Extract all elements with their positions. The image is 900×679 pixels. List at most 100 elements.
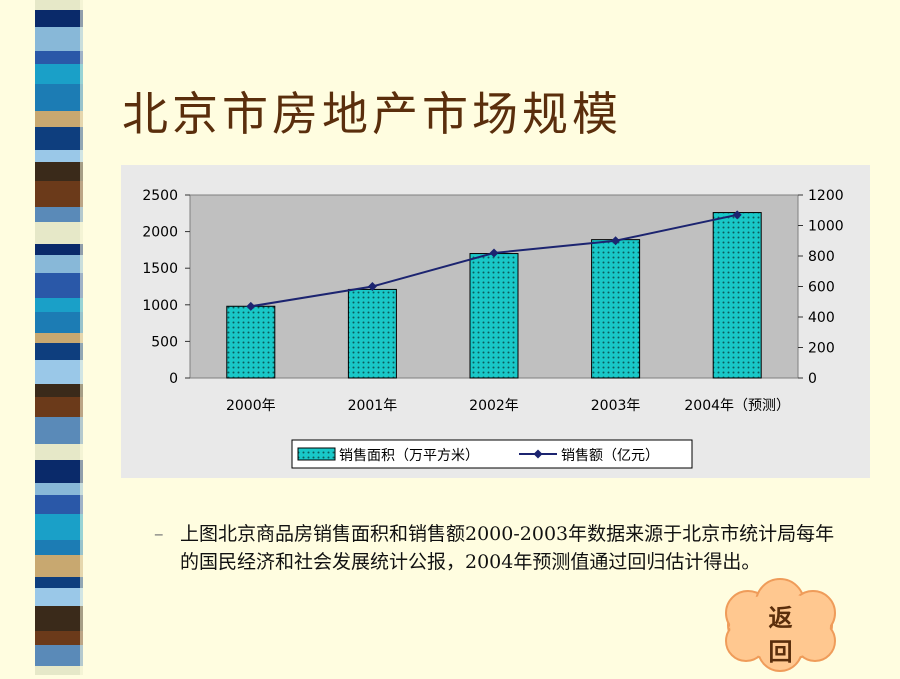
- bar: [712, 212, 762, 379]
- stripe: [35, 127, 83, 150]
- stripe-fade: [80, 333, 100, 343]
- stripe: [35, 384, 83, 397]
- cloud-icon: [725, 578, 836, 672]
- stripe-fade: [80, 397, 100, 417]
- stripe: [35, 444, 83, 460]
- y-left-tick-label: 0: [169, 371, 178, 387]
- stripe: [35, 483, 83, 495]
- stripe-fade: [80, 181, 100, 207]
- x-tick-label: 2003年: [591, 398, 641, 414]
- combo-chart: 0 500 1000 1500 2000 2500 0 200 400 600 800 1000 120…: [142, 188, 844, 469]
- bar: [226, 305, 276, 379]
- stripe-fade: [80, 64, 100, 84]
- stripe-fade: [80, 666, 100, 675]
- stripe-fade: [80, 298, 100, 312]
- stripe-fade: [80, 127, 100, 150]
- stripe-fade: [80, 495, 100, 514]
- stripe-fade: [80, 111, 100, 127]
- stripe: [35, 162, 83, 181]
- line-point: [732, 210, 742, 220]
- x-tick-label: 2000年: [226, 398, 276, 414]
- stripe: [35, 645, 83, 666]
- stripe-fade: [80, 0, 100, 10]
- y-left-tick-label: 1500: [142, 261, 178, 277]
- y-right-tick-label: 1000: [808, 219, 844, 235]
- stripe: [35, 27, 83, 51]
- bar: [469, 253, 519, 379]
- stripe: [35, 255, 83, 273]
- legend-swatch-bar: [297, 447, 336, 461]
- y-left-tick-label: 2000: [142, 225, 178, 241]
- line-point: [489, 248, 499, 258]
- y-right-tick-label: 0: [808, 371, 817, 387]
- stripe-fade: [80, 162, 100, 181]
- stripe-fade: [80, 444, 100, 460]
- stripe: [35, 555, 83, 577]
- y-right-tick-label: 200: [808, 341, 835, 357]
- stripe-fade: [80, 255, 100, 273]
- stripe-fade: [80, 150, 100, 162]
- stripe-fade: [80, 606, 100, 631]
- stripe: [35, 606, 83, 631]
- stripe: [35, 51, 83, 64]
- stripe: [35, 417, 83, 444]
- stripe: [35, 588, 83, 606]
- caption-text: 上图北京商品房销售面积和销售额2000-2003年数据来源于北京市统计局每年的国…: [180, 523, 835, 573]
- stripe: [35, 397, 83, 417]
- legend: 销售面积（万平方米） 销售额（亿元）: [291, 439, 693, 469]
- line-point: [246, 301, 256, 311]
- stripe: [35, 666, 83, 675]
- stripe-fade: [80, 483, 100, 495]
- legend-label-bar: 销售面积（万平方米）: [339, 448, 479, 464]
- stripe-fade: [80, 577, 100, 588]
- y-left-tick-label: 500: [151, 334, 178, 350]
- stripe-fade: [80, 417, 100, 444]
- y-right-tick-label: 400: [808, 310, 835, 326]
- stripe: [35, 514, 83, 540]
- stripe: [35, 0, 83, 10]
- back-button-label: 返回: [768, 603, 793, 666]
- stripe: [35, 312, 83, 333]
- y-right-tick-label: 800: [808, 249, 835, 265]
- stripe-fade: [80, 312, 100, 333]
- bar: [591, 239, 641, 379]
- stripe: [35, 298, 83, 312]
- stripe: [35, 207, 83, 222]
- stripe-fade: [80, 27, 100, 51]
- x-tick-label: 2001年: [348, 398, 398, 414]
- stripe: [35, 333, 83, 343]
- chart-panel: 0 500 1000 1500 2000 2500 0 200 400 600 800 1000 120…: [121, 165, 870, 478]
- stripe-fade: [80, 10, 100, 27]
- stripe-fade: [80, 244, 100, 255]
- stripe: [35, 181, 83, 207]
- stripe-fade: [80, 514, 100, 540]
- legend-label-line: 销售额（亿元）: [561, 448, 659, 464]
- y-left-tick-label: 1000: [142, 298, 178, 314]
- stripe-fade: [80, 273, 100, 298]
- stripe-fade: [80, 84, 100, 111]
- stripe-fade: [80, 645, 100, 666]
- stripe: [35, 244, 83, 255]
- bar: [347, 288, 397, 379]
- stripe: [35, 360, 83, 384]
- stripe-fade: [80, 360, 100, 384]
- stripe: [35, 460, 83, 483]
- stripe-fade: [80, 460, 100, 483]
- stripe: [35, 540, 83, 555]
- stripe: [35, 84, 83, 111]
- stripe: [35, 10, 83, 27]
- stripe: [35, 150, 83, 162]
- legend-box: [291, 439, 693, 469]
- stripe: [35, 577, 83, 588]
- stripe: [35, 273, 83, 298]
- stripe: [35, 343, 83, 360]
- stripe-fade: [80, 222, 100, 244]
- back-button[interactable]: 返回: [718, 575, 843, 675]
- stripe: [35, 631, 83, 645]
- bullet-dash: –: [154, 523, 164, 545]
- stripe-fade: [80, 540, 100, 555]
- legend-swatch-line: [533, 449, 543, 459]
- stripe-fade: [80, 588, 100, 606]
- line-point: [611, 236, 621, 246]
- line-point: [367, 282, 377, 291]
